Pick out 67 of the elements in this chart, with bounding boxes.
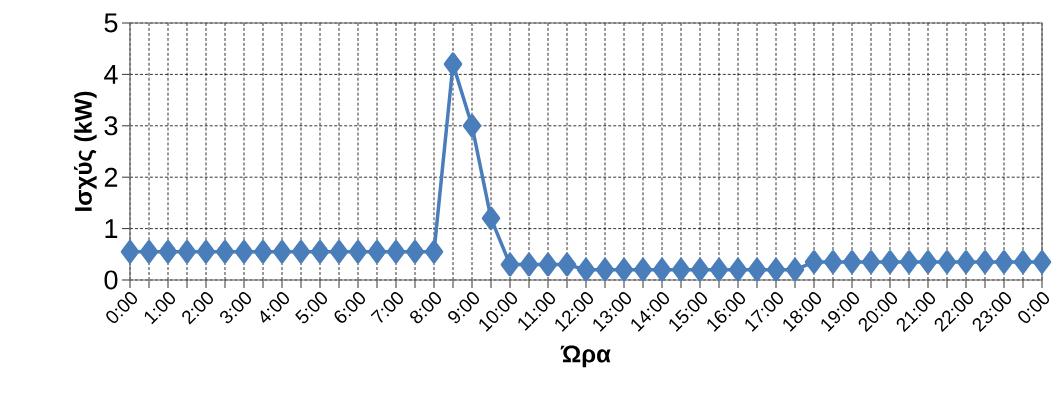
point — [880, 250, 900, 274]
x-tick-label: 9:00 — [448, 292, 480, 324]
x-tick-label: 0:00 — [1018, 292, 1050, 323]
point — [595, 257, 615, 282]
x-tick-label: 8:00 — [410, 292, 442, 324]
y-tick-label: 4 — [104, 65, 118, 84]
point — [234, 239, 254, 264]
point — [424, 239, 444, 264]
point — [994, 250, 1014, 274]
point — [823, 250, 843, 274]
point — [709, 257, 729, 282]
y-tick-label: 3 — [104, 116, 118, 136]
point — [861, 250, 881, 274]
point — [272, 239, 292, 264]
point — [937, 250, 957, 274]
point — [557, 252, 577, 277]
point — [652, 257, 672, 282]
point — [120, 239, 140, 264]
point — [405, 239, 425, 264]
y-tick-label: 0 — [104, 270, 118, 290]
x-tick-label: 7:00 — [370, 292, 404, 323]
point — [614, 257, 634, 282]
point — [842, 250, 862, 274]
point — [443, 52, 463, 76]
point — [633, 257, 653, 282]
y-tick-label: 5 — [104, 13, 118, 33]
point — [139, 239, 159, 264]
point — [291, 239, 311, 264]
point — [1032, 250, 1052, 274]
x-tick-label: 0:00 — [106, 292, 138, 323]
point — [367, 239, 387, 264]
point — [785, 257, 805, 282]
point — [766, 257, 786, 282]
point — [196, 239, 216, 264]
x-tick-label: 6:00 — [334, 292, 366, 323]
point — [462, 114, 482, 138]
point — [728, 257, 748, 282]
x-tick-label: 5:00 — [295, 292, 328, 324]
point — [500, 252, 520, 277]
point — [329, 239, 349, 264]
point — [310, 239, 330, 264]
y-tick-label: 1 — [105, 219, 118, 238]
point — [538, 252, 558, 277]
point — [177, 239, 197, 264]
point — [899, 250, 919, 274]
point — [1013, 250, 1033, 274]
x-axis-title: Ώρα — [560, 345, 611, 368]
point — [975, 250, 995, 274]
point — [386, 239, 406, 264]
y-tick-label: 2 — [104, 167, 118, 187]
x-tick-label: 1:00 — [144, 292, 176, 325]
point — [158, 239, 178, 264]
point — [348, 239, 368, 264]
point — [576, 257, 596, 282]
point — [215, 239, 235, 264]
point — [747, 257, 767, 282]
point — [253, 239, 273, 264]
point — [481, 206, 501, 231]
point — [519, 252, 539, 277]
x-tick-label: 4:00 — [260, 292, 290, 323]
point — [956, 250, 976, 274]
x-tick-label: 3:00 — [220, 292, 252, 324]
y-axis-title: Ισχύς (kW) — [73, 91, 97, 211]
point — [804, 250, 824, 274]
point — [690, 257, 710, 282]
point — [671, 257, 691, 282]
point — [918, 250, 938, 274]
